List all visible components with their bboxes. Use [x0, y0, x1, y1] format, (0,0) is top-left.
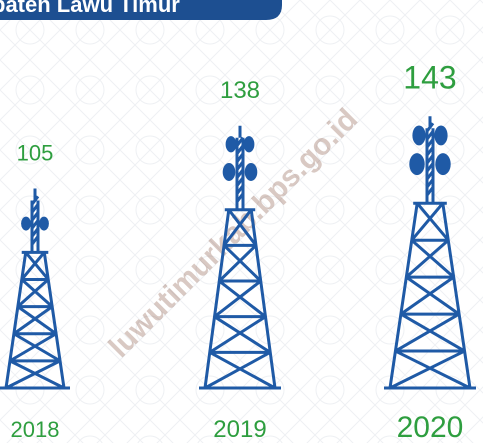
x-tick-label: 2019 [213, 416, 266, 443]
antenna-dish [39, 217, 49, 231]
x-tick-label: 2018 [11, 417, 60, 442]
chart: baten Lawu Timur luwutimurkab.bps.go.id2… [0, 0, 483, 443]
antenna-dish [223, 163, 236, 181]
antenna-dish [409, 153, 424, 175]
antenna-dish [412, 126, 425, 146]
antenna-dish [434, 126, 447, 146]
antenna-dish [435, 153, 450, 175]
antenna-dish [21, 217, 31, 231]
chart-title: baten Lawu Timur [0, 0, 180, 17]
antenna-dish [244, 136, 255, 152]
value-label: 138 [220, 77, 260, 104]
antenna-dish [245, 163, 258, 181]
antenna-dish [226, 136, 237, 152]
value-label: 105 [17, 141, 54, 166]
value-label: 143 [403, 59, 456, 95]
x-tick-label: 2020 [397, 411, 464, 443]
